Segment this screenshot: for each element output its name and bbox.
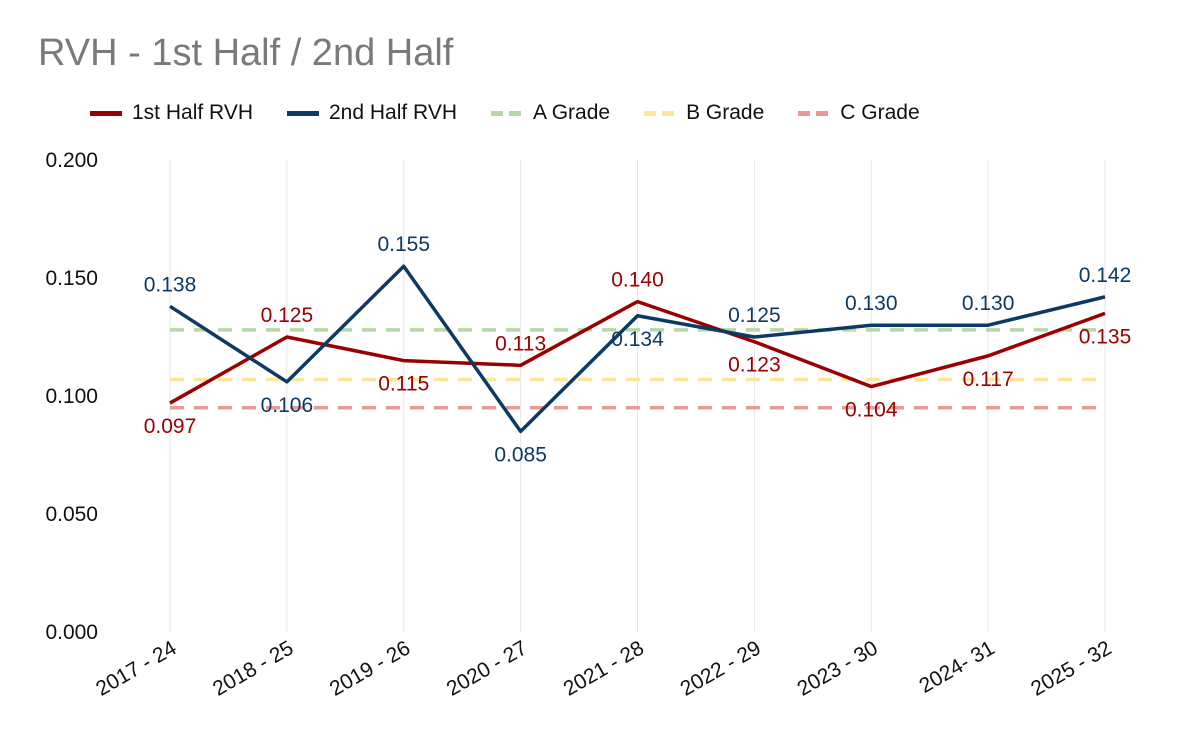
- legend-swatch-b-grade: [644, 110, 677, 116]
- x-tick-label: 2019 - 26: [326, 636, 414, 700]
- x-tick-label: 2021 - 28: [560, 636, 648, 700]
- data-label-1st-half: 0.125: [261, 304, 314, 327]
- data-label-1st-half: 0.135: [1079, 325, 1132, 348]
- data-label-2nd-half: 0.142: [1079, 264, 1132, 287]
- chart-title: RVH - 1st Half / 2nd Half: [38, 32, 454, 74]
- legend-item-c-grade[interactable]: C Grade: [798, 101, 920, 125]
- data-label-1st-half: 0.113: [495, 332, 546, 355]
- legend-label-1st-half: 1st Half RVH: [132, 101, 253, 124]
- legend-swatch-1st-half: [90, 110, 122, 116]
- x-tick-label: 2025 - 32: [1027, 636, 1115, 700]
- x-tick-label: 2023 - 30: [793, 636, 881, 700]
- data-label-1st-half: 0.140: [611, 269, 664, 292]
- data-label-1st-half: 0.117: [963, 368, 1014, 391]
- legend-item-2nd-half[interactable]: 2nd Half RVH: [287, 101, 457, 125]
- y-tick-label: 0.100: [45, 385, 98, 408]
- legend-label-2nd-half: 2nd Half RVH: [329, 101, 458, 124]
- legend-swatch-a-grade: [491, 110, 524, 116]
- data-label-2nd-half: 0.134: [611, 328, 664, 351]
- legend-swatch-c-grade: [798, 110, 831, 116]
- data-label-2nd-half: 0.130: [845, 292, 898, 315]
- series-line-2nd-half: [169, 264, 1106, 434]
- data-label-2nd-half: 0.138: [144, 273, 197, 296]
- data-label-2nd-half: 0.085: [494, 443, 547, 466]
- x-tick-label: 2022 - 29: [677, 636, 765, 700]
- legend-label-c-grade: C Grade: [840, 101, 920, 124]
- y-tick-label: 0.200: [45, 149, 98, 172]
- legend-label-a-grade: A Grade: [533, 101, 611, 124]
- legend: 1st Half RVH 2nd Half RVH A Grade B Grad…: [90, 99, 954, 127]
- data-label-2nd-half: 0.155: [377, 233, 430, 256]
- legend-swatch-2nd-half: [287, 110, 319, 116]
- y-tick-label: 0.150: [45, 267, 98, 290]
- x-tick-label: 2024- 31: [915, 636, 998, 697]
- data-label-1st-half: 0.115: [378, 373, 429, 396]
- legend-item-1st-half[interactable]: 1st Half RVH: [90, 101, 253, 125]
- legend-item-a-grade[interactable]: A Grade: [491, 101, 610, 125]
- data-label-2nd-half: 0.130: [962, 292, 1015, 315]
- y-tick-label: 0.000: [45, 621, 98, 644]
- legend-item-b-grade[interactable]: B Grade: [644, 101, 764, 125]
- data-label-1st-half: 0.104: [845, 399, 898, 422]
- data-label-1st-half: 0.123: [728, 354, 781, 377]
- y-tick-label: 0.050: [45, 503, 98, 526]
- x-tick-label: 2020 - 27: [443, 636, 531, 700]
- legend-label-b-grade: B Grade: [686, 101, 765, 124]
- data-label-1st-half: 0.097: [144, 415, 197, 438]
- data-label-2nd-half: 0.125: [728, 304, 781, 327]
- x-tick-label: 2017 - 24: [92, 636, 181, 700]
- data-label-2nd-half: 0.106: [261, 394, 314, 417]
- x-tick-label: 2018 - 25: [209, 636, 297, 700]
